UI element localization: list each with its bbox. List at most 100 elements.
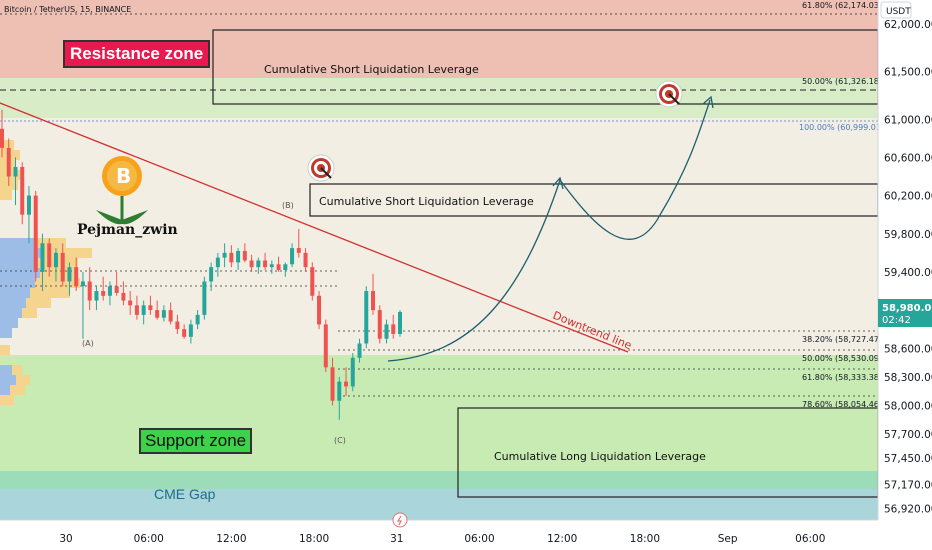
candle (398, 310, 402, 337)
candle (330, 357, 335, 406)
time-tick-label: 18:00 (299, 533, 329, 545)
candle (128, 291, 133, 315)
long-liquidation-label: Cumulative Long Liquidation Leverage (494, 450, 706, 463)
time-tick-label: 18:00 (630, 533, 660, 545)
candle (263, 252, 268, 271)
price-tick-label: 60,200.00 (884, 191, 932, 203)
support-zone (0, 355, 878, 471)
currency-badge[interactable] (880, 1, 912, 19)
time-tick-label: 06:00 (134, 533, 164, 545)
fib-label-1: 61.80% (62,174.03) (802, 1, 882, 10)
resistance-zone-light (0, 78, 878, 118)
candle (323, 319, 328, 373)
wave-label-c: (C) (334, 436, 346, 445)
price-tick-label: 58,000.00 (884, 401, 932, 413)
price-tick-label: 59,400.00 (884, 267, 932, 279)
short-liquidation-label-2: Cumulative Short Liquidation Leverage (319, 195, 534, 208)
candle (101, 276, 106, 301)
price-tick-label: 62,000.00 (884, 19, 932, 31)
time-axis-ticks: 30 06:00 12:00 18:00 31 06:00 12:00 18:00 Sep 06:… (59, 533, 825, 545)
candle (310, 262, 315, 301)
target-icon-2 (655, 80, 683, 108)
candle (13, 157, 18, 206)
time-tick-label: Sep (718, 533, 738, 545)
candle (377, 305, 382, 344)
arrowhead-1 (552, 176, 564, 190)
candle (188, 319, 193, 344)
candle (303, 248, 308, 272)
candle (215, 252, 220, 277)
time-axis[interactable] (0, 520, 932, 550)
candle (242, 243, 247, 263)
candle (283, 262, 288, 277)
time-tick-label: 12:00 (547, 533, 577, 545)
candle (256, 257, 261, 274)
fib-label-7: 78.60% (58,054.46) (802, 400, 882, 409)
candle (317, 291, 322, 330)
fib-label-5: 50.00% (58,530.09) (802, 354, 882, 363)
price-axis[interactable] (878, 0, 932, 550)
candle (26, 186, 31, 244)
target-icon-1 (307, 154, 335, 182)
candle (364, 286, 369, 349)
candle (357, 338, 362, 363)
candle (202, 276, 207, 320)
candle (74, 257, 79, 292)
time-tick-label: 30 (59, 533, 72, 545)
brand-name: Pejman_zwin (77, 222, 178, 238)
last-price-tag (878, 299, 932, 327)
candle (67, 262, 72, 296)
candle (175, 314, 180, 334)
candle (80, 271, 85, 339)
time-tick-label: 31 (390, 533, 403, 545)
symbol-header[interactable]: Bitcoin / TetherUS, 15, BINANCE (4, 5, 131, 14)
candle (236, 248, 241, 271)
resistance-zone-label: Resistance zone (63, 40, 211, 68)
mid-zone (0, 118, 878, 355)
candle (296, 228, 301, 258)
wave-label-b: (B) (282, 201, 294, 210)
candle (107, 281, 112, 306)
cme-gap-zone (0, 489, 878, 520)
candle (384, 319, 389, 344)
candle (249, 254, 254, 272)
price-tick-label: 58,600.00 (884, 343, 932, 355)
price-tick-label: 61,500.00 (884, 67, 932, 79)
arrowhead-2 (702, 95, 714, 109)
candle (182, 324, 187, 339)
cme-gap-label: CME Gap (154, 486, 216, 502)
downtrend-line[interactable] (0, 102, 629, 353)
price-tick-label: 59,800.00 (884, 229, 932, 241)
candle (290, 243, 295, 268)
support-zone-band (0, 471, 878, 489)
candle (391, 314, 396, 339)
price-tick-label: 58,300.00 (884, 372, 932, 384)
candle (155, 300, 160, 320)
candle (161, 305, 166, 322)
fib-label-4: 38.20% (58,727.47) (802, 335, 882, 344)
fib-label-2: 50.00% (61,326.18) (802, 77, 882, 86)
time-tick-label: 06:00 (464, 533, 494, 545)
flash-icon[interactable] (392, 512, 408, 528)
projected-path-arrow[interactable] (387, 99, 711, 362)
candle (344, 367, 349, 396)
candle (121, 281, 126, 306)
time-tick-label: 12:00 (216, 533, 246, 545)
time-tick-label: 06:00 (795, 533, 825, 545)
bar-countdown: 02:42 (882, 315, 911, 326)
candle (47, 238, 52, 277)
candle (276, 256, 281, 272)
candle (269, 260, 274, 274)
fib-label-6: 61.80% (58,333.38) (802, 373, 882, 382)
candle (0, 109, 4, 158)
price-tick-label: 60,600.00 (884, 152, 932, 164)
candle (222, 243, 227, 268)
candle (229, 245, 234, 268)
candle (134, 295, 139, 320)
candle (60, 243, 65, 287)
fib-label-3: 100.00% (60,999.01) (799, 123, 884, 132)
price-tick-label: 57,170.00 (884, 480, 932, 492)
svg-text:B: B (116, 164, 131, 188)
